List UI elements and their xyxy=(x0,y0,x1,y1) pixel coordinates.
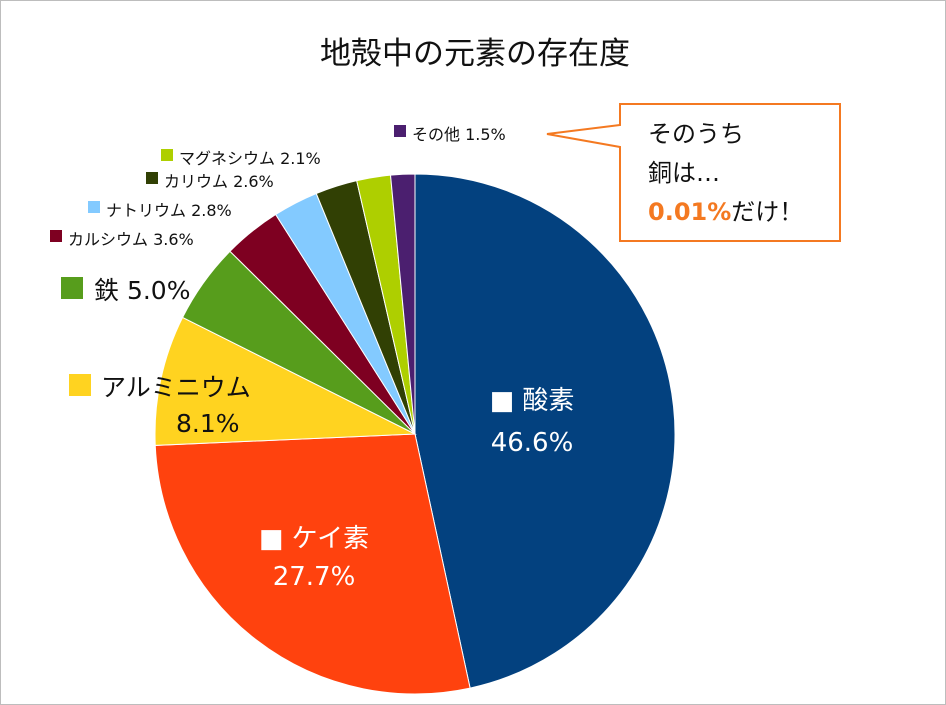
legend-swatch-7 xyxy=(161,149,173,161)
slice-label-name-1: ■ ケイ素 xyxy=(259,524,369,554)
slice-label-value-0: 46.6% xyxy=(491,428,574,458)
callout-suffix: だけ！ xyxy=(731,198,803,226)
callout-box xyxy=(546,103,841,242)
legend-swatch-8 xyxy=(394,125,406,137)
slice-label-8: その他 1.5% xyxy=(412,125,506,144)
slice-label-name-2: アルミニウム xyxy=(101,373,251,402)
callout: そのうち 銅は… 0.01%だけ！ xyxy=(546,103,841,242)
slice-label-value-1: 27.7% xyxy=(273,562,356,592)
slice-labels: ■ 酸素 46.6% ■ ケイ素 27.7% アルミニウム 8.1% 鉄 5.0% カルシウム… xyxy=(50,125,574,592)
legend-swatch-5 xyxy=(88,201,100,213)
slice-label-4: カルシウム 3.6% xyxy=(68,230,194,249)
legend-swatch-2 xyxy=(69,374,91,396)
slice-label-name-0: ■ 酸素 xyxy=(490,386,575,416)
slice-label-6: カリウム 2.6% xyxy=(164,172,274,191)
callout-line2: 銅は… xyxy=(648,159,720,187)
pie-slice-1 xyxy=(154,433,471,695)
slice-label-5: ナトリウム 2.8% xyxy=(106,201,232,220)
legend-swatch-6 xyxy=(146,172,158,184)
slice-label-value-2: 8.1% xyxy=(176,409,240,438)
legend-swatch-3 xyxy=(61,277,83,299)
chart-title: 地殻中の元素の存在度 xyxy=(320,36,630,72)
slice-label-7: マグネシウム 2.1% xyxy=(179,149,321,168)
slice-label-3: 鉄 5.0% xyxy=(94,276,190,305)
pie-slices xyxy=(154,173,676,695)
callout-line3: 0.01%だけ！ xyxy=(648,198,803,226)
pie-slice-8 xyxy=(389,173,416,435)
legend-swatch-4 xyxy=(50,230,62,242)
callout-line1: そのうち xyxy=(648,120,744,148)
pie-slice-0 xyxy=(414,173,676,689)
pie-slice-2 xyxy=(154,316,417,446)
callout-highlight: 0.01% xyxy=(648,198,731,226)
